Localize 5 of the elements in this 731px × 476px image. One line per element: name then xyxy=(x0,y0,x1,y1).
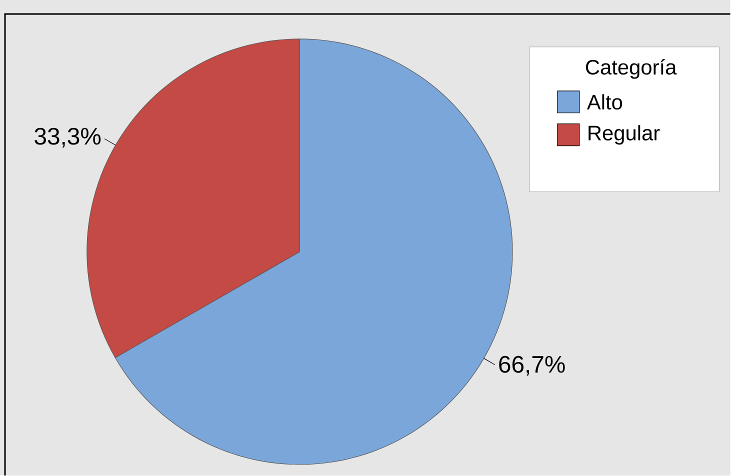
legend-title: Categoría xyxy=(586,58,677,79)
legend-label: Alto xyxy=(586,94,622,110)
data-label: 66,7% xyxy=(499,356,565,376)
legend-label: Regular xyxy=(588,124,660,144)
data-label: 33,3% xyxy=(34,128,101,148)
